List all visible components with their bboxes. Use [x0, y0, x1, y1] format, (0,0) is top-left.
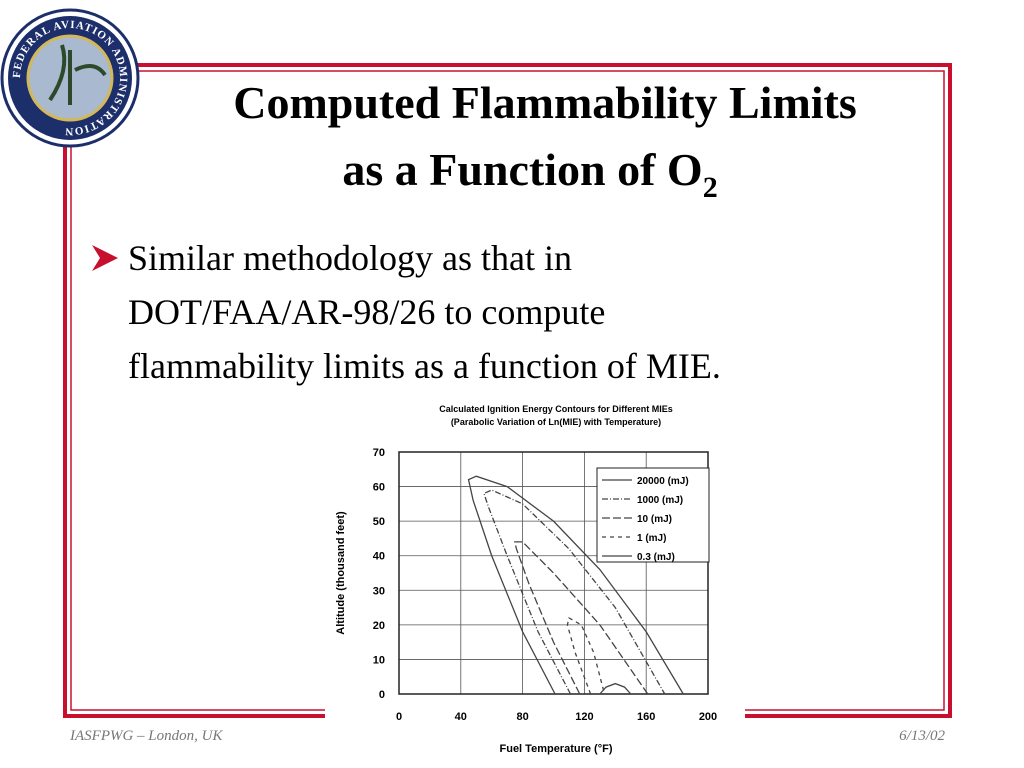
- x-tick-label: 120: [575, 711, 593, 723]
- bullet: Similar methodology as that in DOT/FAA/AR…: [128, 238, 721, 386]
- legend-label: 0.3 (mJ): [637, 552, 675, 563]
- series-line: [483, 489, 666, 695]
- series-line: [514, 541, 649, 695]
- title-subscript: 2: [703, 171, 718, 204]
- legend-label: 10 (mJ): [637, 514, 672, 525]
- y-tick-label: 40: [373, 551, 385, 563]
- plot-frame: [398, 451, 709, 695]
- bullet-arrow: [92, 245, 118, 271]
- title-line: Computed Flammability Limits: [233, 77, 857, 128]
- footer-right: 6/13/02: [899, 728, 945, 744]
- series-line: [467, 475, 684, 695]
- x-axis-label: Fuel Temperature (°F): [500, 743, 613, 755]
- y-tick-label: 50: [373, 516, 385, 528]
- x-tick-label: 80: [516, 711, 528, 723]
- y-tick-label: 60: [373, 482, 385, 494]
- logo-emblem: [48, 44, 107, 105]
- x-tick-label: 200: [699, 711, 717, 723]
- footer-left: IASFPWG – London, UK: [69, 728, 223, 744]
- y-axis-label: Altitude (thousand feet): [335, 511, 347, 635]
- x-tick-label: 40: [455, 711, 467, 723]
- bullet-line: flammability limits as a function of MIE…: [128, 346, 721, 386]
- title-line: as a Function of O2: [342, 144, 717, 204]
- legend-label: 20000 (mJ): [637, 476, 689, 487]
- y-tick-label: 70: [373, 447, 385, 459]
- chart-title: Calculated Ignition Energy Contours for …: [439, 404, 673, 414]
- x-tick-label: 160: [637, 711, 655, 723]
- title-text: as a Function of O: [342, 144, 702, 195]
- legend-box: [596, 467, 710, 563]
- y-tick-label: 30: [373, 585, 385, 597]
- faa-logo: FEDERAL AVIATION ADMINISTRATION: [0, 8, 140, 148]
- legend-label: 1 (mJ): [637, 533, 666, 544]
- bullet-line: DOT/FAA/AR-98/26 to compute: [128, 292, 605, 332]
- legend-label: 1000 (mJ): [637, 495, 683, 506]
- series-line: [566, 616, 606, 695]
- chart-title: (Parabolic Variation of Ln(MIE) with Tem…: [451, 417, 661, 427]
- y-tick-label: 10: [373, 654, 385, 666]
- y-tick-label: 0: [379, 689, 385, 701]
- y-tick-label: 20: [373, 620, 385, 632]
- x-tick-label: 0: [396, 711, 402, 723]
- chart: Calculated Ignition Energy Contours for …: [335, 404, 717, 755]
- bullet-line: Similar methodology as that in: [128, 238, 572, 278]
- chart-background: [325, 398, 745, 768]
- series-line: [599, 682, 632, 695]
